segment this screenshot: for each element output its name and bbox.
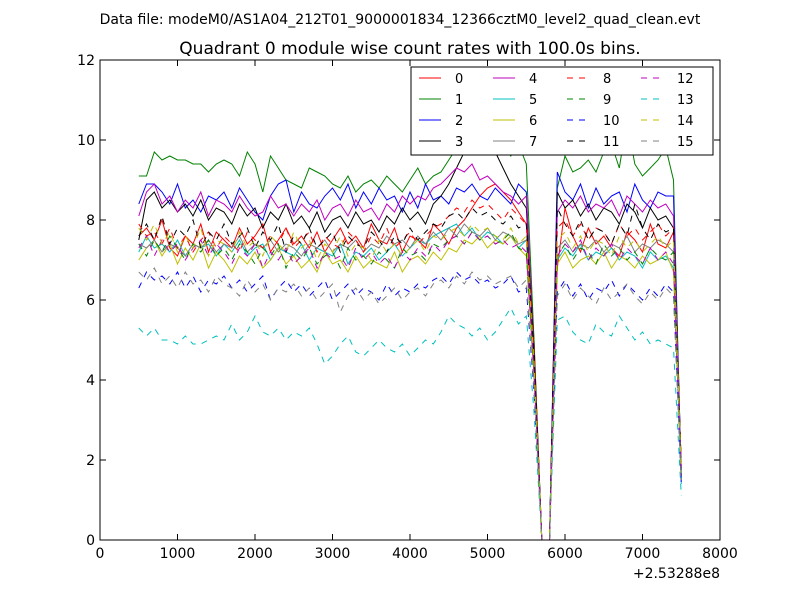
series-line-8 — [138, 199, 682, 540]
y-tick-label: 0 — [86, 533, 95, 549]
series-line-15 — [138, 266, 682, 540]
legend-label-1: 1 — [455, 93, 463, 108]
x-tick-label: 0 — [96, 546, 105, 562]
chart-title: Quadrant 0 module wise count rates with … — [179, 39, 640, 59]
legend-label-11: 11 — [603, 135, 620, 150]
x-tick-label: 2000 — [237, 546, 273, 562]
series-line-5 — [138, 223, 682, 540]
legend-label-10: 10 — [603, 114, 620, 129]
series-line-4 — [138, 163, 682, 540]
y-tick-label: 2 — [86, 453, 95, 469]
legend-frame — [410, 66, 714, 156]
legend-label-8: 8 — [603, 72, 611, 87]
series-line-6 — [138, 235, 682, 540]
series-line-1 — [138, 107, 682, 540]
figure-suptitle: Data file: modeM0/AS1A04_212T01_90000018… — [100, 12, 701, 28]
legend-label-15: 15 — [677, 135, 694, 150]
y-tick-label: 6 — [86, 293, 95, 309]
series-line-14 — [138, 222, 682, 540]
legend-label-4: 4 — [529, 72, 537, 87]
legend-label-13: 13 — [677, 93, 694, 108]
series-line-7 — [138, 223, 682, 540]
legend-label-0: 0 — [455, 72, 463, 87]
x-tick-label: 6000 — [547, 546, 583, 562]
x-tick-label: 1000 — [160, 546, 196, 562]
series-line-13 — [138, 306, 682, 540]
x-tick-label: 7000 — [625, 546, 661, 562]
x-tick-label: 3000 — [315, 546, 351, 562]
y-tick-label: 4 — [86, 373, 95, 389]
series-line-11 — [138, 202, 682, 540]
series-line-2 — [138, 171, 682, 540]
series-layer — [138, 107, 682, 540]
legend-label-12: 12 — [677, 72, 694, 87]
legend-label-3: 3 — [455, 135, 463, 150]
y-tick-label: 10 — [77, 133, 95, 149]
x-tick-label: 5000 — [470, 546, 506, 562]
legend-label-7: 7 — [529, 135, 537, 150]
x-tick-label: 4000 — [392, 546, 428, 562]
legend-label-6: 6 — [529, 114, 537, 129]
x-tick-label: 8000 — [702, 546, 738, 562]
legend-label-14: 14 — [677, 114, 694, 129]
legend-label-2: 2 — [455, 114, 463, 129]
legend-label-5: 5 — [529, 93, 537, 108]
x-axis: 0 1000 2000 3000 4000 5000 6000 7000 8000 — [96, 60, 738, 562]
x-offset-label: +2.53288e8 — [633, 566, 720, 582]
y-tick-label: 12 — [77, 53, 95, 69]
legend-label-9: 9 — [603, 93, 611, 108]
series-line-0 — [138, 183, 682, 540]
series-line-10 — [138, 270, 682, 540]
y-tick-label: 8 — [86, 213, 95, 229]
series-line-9 — [138, 231, 682, 540]
series-line-12 — [138, 231, 682, 540]
